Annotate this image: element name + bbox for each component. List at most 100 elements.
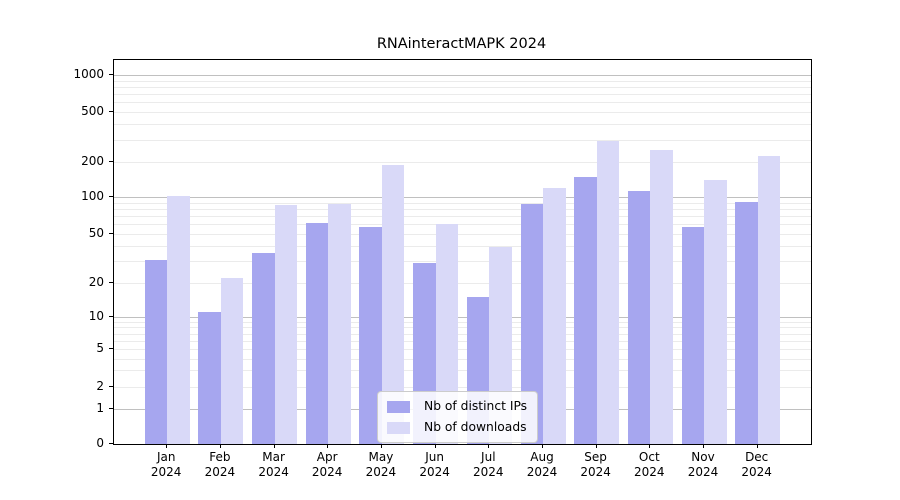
legend-swatch-distinct-ips — [387, 400, 410, 413]
x-tick-mark-mar — [273, 444, 275, 448]
x-tick-label-oct: Oct 2024 — [617, 450, 681, 480]
gridline-minor-900 — [114, 80, 811, 82]
y-tick-mark-0 — [109, 443, 113, 444]
x-tick-mark-jan — [166, 444, 168, 448]
x-tick-mark-aug — [542, 444, 543, 448]
bar-distinct-ips-mar — [252, 253, 275, 444]
x-tick-label-nov: Nov 2024 — [671, 450, 735, 480]
gridline-minor-40 — [114, 245, 811, 247]
x-tick-month: Oct — [638, 450, 660, 464]
gridline-minor-600 — [114, 102, 811, 104]
gridline-minor-30 — [114, 261, 811, 263]
y-tick-label-200: 200 — [81, 154, 104, 168]
gridline-minor-60 — [114, 224, 811, 226]
gridline-minor-700 — [114, 94, 811, 95]
x-tick-label-apr: Apr 2024 — [295, 450, 359, 480]
x-tick-year: 2024 — [526, 465, 558, 479]
x-tick-label-aug: Aug 2024 — [510, 450, 574, 480]
y-tick-label-1000: 1000 — [73, 67, 104, 81]
y-tick-mark-2 — [109, 386, 113, 387]
x-tick-mark-dec — [756, 444, 758, 448]
bar-downloads-jan — [167, 196, 190, 444]
bar-downloads-dec — [757, 156, 781, 444]
bar-downloads-nov — [704, 180, 727, 444]
x-tick-year: 2024 — [419, 465, 450, 479]
x-tick-label-feb: Feb 2024 — [188, 450, 252, 480]
y-tick-mark-10 — [109, 315, 113, 317]
x-tick-mark-feb — [219, 444, 221, 448]
gridline-minor-80 — [114, 208, 811, 210]
x-tick-mark-nov — [703, 444, 704, 448]
y-tick-label-2: 2 — [96, 379, 104, 393]
bar-distinct-ips-sep — [574, 177, 597, 444]
x-tick-year: 2024 — [204, 465, 236, 479]
y-tick-mark-200 — [109, 161, 113, 162]
x-tick-month: May — [368, 450, 394, 464]
bar-downloads-may — [381, 164, 405, 444]
x-tick-mark-may — [380, 444, 382, 448]
gridline-minor-50 — [114, 234, 811, 235]
bar-downloads-feb — [220, 277, 244, 444]
x-tick-label-may: May 2024 — [349, 450, 413, 480]
gridline-minor-20 — [114, 283, 811, 284]
y-tick-mark-100 — [109, 196, 113, 197]
gridline-minor-3 — [114, 370, 811, 372]
bar-downloads-oct — [650, 149, 673, 444]
gridline-minor-400 — [114, 124, 811, 126]
bar-distinct-ips-aug — [520, 204, 543, 444]
x-tick-mark-apr — [327, 444, 329, 448]
x-tick-year: 2024 — [311, 465, 343, 479]
legend-label-downloads: Nb of downloads — [424, 420, 527, 434]
chart-title: RNAinteractMAPK 2024 — [376, 36, 547, 52]
x-tick-mark-sep — [595, 444, 597, 448]
x-tick-label-jun: Jun 2024 — [403, 450, 467, 480]
x-tick-mark-jul — [488, 444, 490, 448]
gridline-minor-70 — [114, 216, 811, 217]
bar-distinct-ips-dec — [735, 201, 758, 444]
bar-downloads-aug — [543, 188, 566, 444]
bar-distinct-ips-oct — [627, 190, 651, 444]
x-tick-label-jan: Jan 2024 — [134, 450, 198, 480]
y-tick-label-100: 100 — [81, 189, 104, 203]
plot-area: Nb of distinct IPs Nb of downloads — [113, 59, 812, 445]
gridline-minor-5 — [114, 349, 811, 351]
bar-distinct-ips-apr — [305, 223, 329, 444]
y-tick-label-20: 20 — [88, 275, 104, 289]
gridline-minor-300 — [114, 139, 811, 141]
bar-downloads-apr — [328, 203, 351, 444]
gridline-minor-90 — [114, 202, 811, 204]
bar-distinct-ips-nov — [681, 227, 704, 444]
x-tick-label-jul: Jul 2024 — [456, 450, 520, 480]
gridline-major-10 — [114, 316, 811, 318]
x-tick-mark-jun — [434, 444, 436, 448]
x-tick-label-dec: Dec 2024 — [725, 450, 789, 480]
x-tick-label-mar: Mar 2024 — [242, 450, 306, 480]
y-tick-mark-5 — [109, 348, 113, 350]
x-tick-year: 2024 — [473, 465, 504, 479]
gridline-minor-2 — [114, 387, 811, 388]
x-tick-month: Feb — [209, 450, 231, 464]
bar-downloads-jun — [435, 224, 459, 444]
x-tick-year: 2024 — [741, 465, 772, 479]
gridline-minor-800 — [114, 86, 811, 88]
bar-distinct-ips-jan — [144, 259, 168, 444]
x-tick-month: Mar — [262, 450, 285, 464]
x-tick-mark-oct — [649, 444, 651, 448]
bar-downloads-sep — [596, 141, 620, 444]
x-tick-month: Sep — [584, 450, 607, 464]
gridline-minor-200 — [114, 162, 811, 163]
x-tick-year: 2024 — [258, 465, 289, 479]
gridline-minor-8 — [114, 327, 811, 329]
gridline-minor-500 — [114, 112, 811, 113]
bar-distinct-ips-may — [359, 227, 382, 444]
y-tick-label-0: 0 — [96, 436, 104, 450]
x-tick-label-sep: Sep 2024 — [564, 450, 628, 480]
gridline-minor-4 — [114, 358, 811, 360]
gridline-minor-6 — [114, 340, 811, 342]
gridline-major-1000 — [114, 75, 811, 76]
x-tick-month: Jul — [481, 450, 496, 464]
x-tick-month: Jun — [425, 450, 444, 464]
x-tick-year: 2024 — [687, 465, 719, 479]
x-tick-month: Jan — [156, 450, 176, 464]
